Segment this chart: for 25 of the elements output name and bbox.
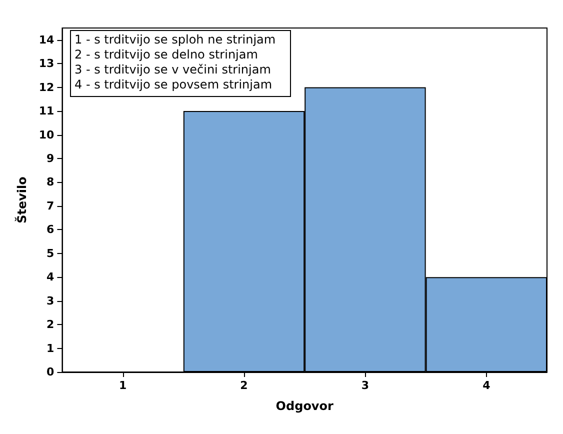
annotation: 3 - s trditvijo se v večini strinjam bbox=[74, 62, 271, 76]
annotation: 4 - s trditvijo se povsem strinjam bbox=[74, 78, 272, 92]
y-tick-label: 14 bbox=[38, 33, 55, 46]
y-tick-label: 11 bbox=[38, 104, 54, 118]
y-tick-label: 0 bbox=[46, 366, 55, 378]
y-tick-label: 2 bbox=[46, 318, 54, 332]
x-axis-title: Odgovor bbox=[276, 399, 334, 413]
annotation: 2 - s trditvijo se delno strinjam bbox=[74, 48, 258, 62]
y-tick-label: 10 bbox=[38, 128, 55, 142]
y-tick-label: 7 bbox=[46, 199, 54, 212]
y-tick-label: 5 bbox=[46, 246, 54, 260]
x-tick-label: 3 bbox=[361, 379, 370, 392]
y-tick-label: 13 bbox=[38, 57, 54, 70]
y-tick-label: 1 bbox=[46, 342, 54, 355]
y-tick-label: 12 bbox=[38, 80, 54, 94]
y-tick-label: 4 bbox=[46, 270, 55, 284]
y-tick-label: 8 bbox=[46, 176, 54, 189]
x-tick-label: 2 bbox=[240, 379, 248, 392]
y-tick-label: 9 bbox=[46, 152, 54, 165]
y-axis-title: Število bbox=[14, 176, 29, 224]
x-tick-label: 1 bbox=[118, 379, 127, 392]
y-tick-label: 3 bbox=[46, 294, 54, 308]
annotation: 1 - s trditvijo se sploh ne strinjam bbox=[74, 32, 276, 46]
x-tick-label: 4 bbox=[482, 379, 491, 392]
y-tick-label: 6 bbox=[46, 223, 55, 236]
